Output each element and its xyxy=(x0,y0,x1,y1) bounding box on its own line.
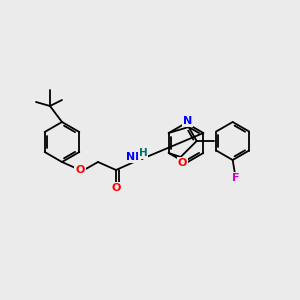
Text: O: O xyxy=(75,165,85,175)
Text: F: F xyxy=(232,173,239,183)
Text: NH: NH xyxy=(126,152,144,162)
Text: H: H xyxy=(139,148,147,158)
Text: N: N xyxy=(183,116,192,126)
Text: O: O xyxy=(178,158,188,168)
Text: O: O xyxy=(111,183,121,193)
